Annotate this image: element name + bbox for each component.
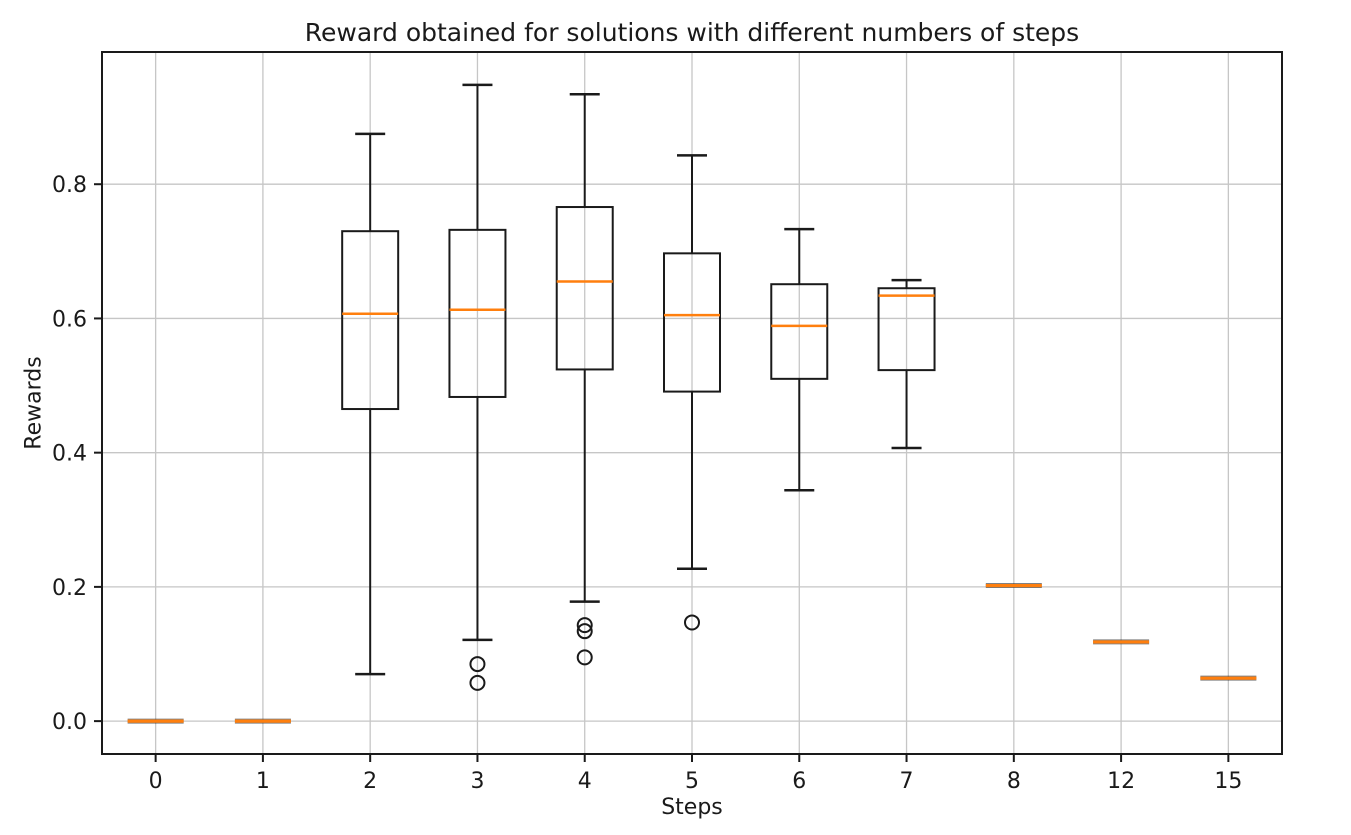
boxplot-box xyxy=(770,283,829,380)
boxplot-box xyxy=(448,228,507,398)
y-tick-label: 0.8 xyxy=(52,173,87,198)
x-tick-label: 7 xyxy=(900,769,914,794)
outlier-point xyxy=(469,656,486,673)
x-axis-label: Steps xyxy=(661,795,723,820)
x-tick-label: 4 xyxy=(578,769,592,794)
x-tick-label: 8 xyxy=(1007,769,1021,794)
y-tick-label: 0.0 xyxy=(52,710,87,735)
x-tick-label: 2 xyxy=(363,769,377,794)
x-tick-label: 1 xyxy=(256,769,270,794)
outlier-point xyxy=(684,614,700,631)
chart-title: Reward obtained for solutions with diffe… xyxy=(304,18,1080,47)
x-tick-label: 3 xyxy=(470,769,484,794)
boxplot-box xyxy=(663,252,721,393)
outlier-point xyxy=(576,623,593,640)
outlier-point xyxy=(576,649,593,666)
y-tick-label: 0.6 xyxy=(52,307,87,332)
y-tick-label: 0.4 xyxy=(52,442,87,467)
boxplot-box xyxy=(877,287,936,372)
x-tick-label: 12 xyxy=(1107,769,1135,794)
x-tick-label: 5 xyxy=(685,769,699,794)
outlier-point xyxy=(576,617,593,634)
x-tick-label: 0 xyxy=(149,769,163,794)
y-tick-label: 0.2 xyxy=(52,576,87,601)
outlier-point xyxy=(469,674,486,691)
boxplot-box xyxy=(341,230,400,411)
x-tick-label: 6 xyxy=(792,769,806,794)
boxplot-box xyxy=(555,206,614,371)
y-axis-label: Rewards xyxy=(21,356,47,450)
x-tick-label: 15 xyxy=(1214,769,1242,794)
